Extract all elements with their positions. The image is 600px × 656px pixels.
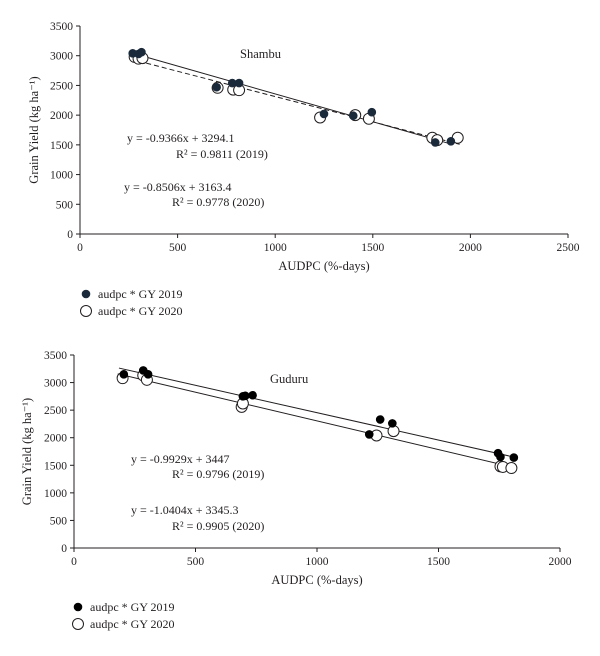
x-axis-title: AUDPC (%-days): [278, 259, 369, 273]
y-tick-label: 500: [56, 199, 74, 211]
x-tick-label: 500: [187, 556, 205, 568]
y-tick-label: 3500: [50, 21, 73, 33]
y-tick-label: 0: [67, 229, 73, 241]
y-tick-label: 3500: [44, 350, 67, 362]
r-squared-label: R² = 0.9778 (2020): [172, 195, 264, 209]
trendline-2019: [128, 51, 453, 146]
data-point-2019: [375, 415, 385, 424]
x-tick-label: 1000: [264, 242, 287, 254]
legend-marker: [81, 289, 91, 299]
y-tick-label: 3000: [44, 378, 67, 390]
data-point-2019: [241, 391, 250, 401]
x-tick-label: 2000: [459, 242, 482, 254]
data-point-2019: [388, 419, 397, 428]
y-axis-title: Grain Yield (kg ha⁻¹): [27, 76, 41, 183]
regression-equation: y = -0.9366x + 3294.1: [127, 131, 235, 145]
data-point-2019: [430, 138, 440, 147]
x-tick-label: 2500: [557, 242, 580, 254]
x-tick-label: 2000: [549, 556, 572, 568]
data-point-2019: [446, 136, 456, 146]
r-squared-label: R² = 0.9796 (2019): [172, 467, 264, 481]
data-point-2019: [348, 111, 358, 121]
chart-title: Shambu: [240, 47, 282, 61]
data-point-2019: [364, 430, 374, 439]
x-tick-label: 1500: [361, 242, 384, 254]
x-tick-label: 0: [77, 242, 83, 254]
trendline-2020: [117, 373, 514, 468]
data-point-2020: [505, 462, 518, 475]
x-tick-label: 1500: [427, 556, 450, 568]
legend-marker: [73, 602, 83, 612]
trendline-2020: [130, 58, 460, 145]
trendline-2019: [118, 367, 517, 459]
data-point-2019: [496, 452, 505, 462]
x-tick-label: 1000: [306, 556, 329, 568]
chart-title: Guduru: [270, 372, 309, 386]
data-point-2019: [234, 78, 244, 88]
y-tick-label: 2000: [44, 433, 67, 445]
chart-1: 0 500 1000 1500 2000 2500 3000 3500 0 500 1000 1500…: [20, 350, 572, 631]
y-tick-label: 1500: [50, 140, 73, 152]
r-squared-label: R² = 0.9811 (2019): [176, 147, 268, 161]
y-tick-label: 2000: [50, 110, 73, 122]
data-point-2019: [509, 453, 519, 462]
legend-marker: [72, 618, 84, 630]
data-point-2019: [119, 369, 129, 379]
data-point-2019: [143, 369, 153, 379]
legend-label: audpc * GY 2020: [98, 304, 183, 318]
chart-0: 0 500 1000 1500 2000 2500 3000 3500 0 500 1000 1500…: [27, 21, 580, 318]
y-axis-title: Grain Yield (kg ha⁻¹): [20, 398, 34, 505]
data-point-2019: [212, 82, 221, 92]
data-point-2019: [367, 107, 377, 117]
x-axis-title: AUDPC (%-days): [271, 573, 362, 587]
regression-equation: y = -0.9929x + 3447: [131, 452, 230, 466]
legend-label: audpc * GY 2019: [90, 600, 175, 614]
y-tick-label: 2500: [50, 80, 73, 92]
data-point-2019: [248, 390, 257, 400]
y-tick-label: 1000: [44, 488, 67, 500]
regression-equation: y = -0.8506x + 3163.4: [124, 180, 232, 194]
legend: audpc * GY 2019 audpc * GY 2020: [80, 287, 183, 318]
legend-marker: [80, 305, 92, 317]
data-point-2019: [137, 47, 146, 57]
legend: audpc * GY 2019 audpc * GY 2020: [72, 600, 175, 631]
regression-equation: y = -1.0404x + 3345.3: [131, 503, 239, 517]
r-squared-label: R² = 0.9905 (2020): [172, 519, 264, 533]
y-tick-label: 0: [61, 543, 67, 555]
y-tick-label: 2500: [44, 405, 67, 417]
y-tick-label: 500: [50, 515, 68, 527]
x-tick-label: 0: [71, 556, 77, 568]
y-tick-label: 1000: [50, 170, 73, 182]
y-tick-label: 3000: [50, 51, 73, 63]
x-tick-label: 500: [169, 242, 187, 254]
y-tick-label: 1500: [44, 460, 67, 472]
data-point-2019: [319, 109, 329, 119]
legend-label: audpc * GY 2020: [90, 617, 175, 631]
legend-label: audpc * GY 2019: [98, 287, 183, 301]
